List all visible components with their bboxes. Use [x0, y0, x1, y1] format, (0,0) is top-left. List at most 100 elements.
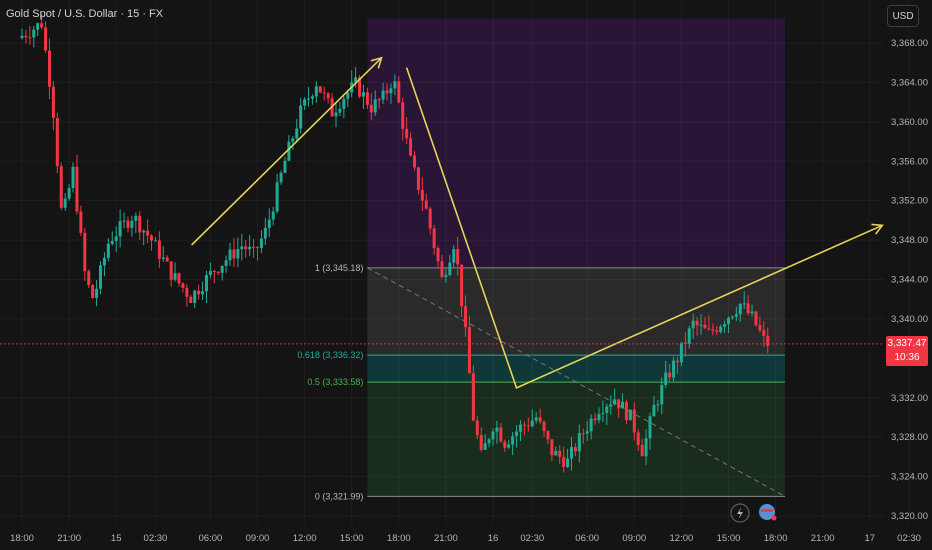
candle-up [338, 108, 342, 113]
candle-up [71, 166, 75, 188]
projection-arrow-1[interactable] [191, 57, 383, 246]
candle-down [83, 232, 87, 272]
fib-trend-line[interactable] [367, 267, 786, 497]
time-axis-icons[interactable] [730, 503, 777, 523]
price-axis-label: 3,324.00 [891, 472, 928, 483]
price-axis-label: 3,360.00 [891, 117, 928, 128]
candle-up [444, 275, 448, 277]
candle-down [55, 117, 59, 167]
candle-down [632, 409, 636, 433]
candle-up [346, 92, 350, 99]
candle-up [691, 320, 695, 329]
candle-up [303, 99, 307, 106]
candle-up [354, 77, 358, 83]
projection-arrows[interactable] [191, 56, 884, 389]
candle-up [589, 418, 593, 432]
candle-up [605, 406, 609, 413]
candle-up [263, 227, 267, 239]
candle-up [483, 443, 487, 450]
candle-up [67, 187, 71, 199]
time-axis-label: 17 [865, 533, 876, 544]
candle-down [87, 271, 91, 285]
candle-up [287, 141, 291, 161]
lightning-icon[interactable] [730, 503, 750, 523]
time-axis-label: 15 [111, 533, 122, 544]
time-axis[interactable]: 18:00 21:00 15 02:30 06:00 09:00 12:00 15:00 18:… [10, 533, 921, 544]
fib-level-label: 1 (3,345.18) [315, 263, 364, 273]
candle-up [122, 220, 126, 222]
fib-level-label: 0 (3,321.99) [315, 491, 364, 501]
candle-down [181, 283, 185, 288]
price-axis-label: 3,352.00 [891, 196, 928, 207]
candle-down [758, 325, 762, 331]
candle-up [279, 172, 283, 183]
currency-button[interactable]: USD [887, 5, 919, 27]
candle-up [660, 385, 664, 405]
time-axis-label: 15:00 [340, 533, 364, 544]
fibonacci-levels[interactable]: 1 (3,345.18) 0.618 (3,336.32) 0.5 (3,333.5… [297, 263, 786, 502]
candle-up [283, 160, 287, 173]
candle-up [220, 265, 224, 273]
time-axis-label: 06:00 [199, 533, 223, 544]
arrow-head [871, 223, 884, 235]
candle-up [723, 324, 727, 327]
candle-up [36, 23, 40, 30]
time-axis-label: 09:00 [246, 533, 270, 544]
candle-up [518, 424, 522, 432]
candle-up [577, 433, 581, 452]
candle-up [295, 128, 299, 139]
candle-down [593, 418, 597, 421]
candle-down [581, 433, 585, 435]
candle-down [185, 287, 189, 297]
candle-down [471, 373, 475, 421]
candle-down [79, 211, 83, 233]
candle-down [624, 401, 628, 421]
candle-up [118, 221, 122, 237]
candle-down [189, 296, 193, 303]
bar-countdown: 10:36 [894, 352, 920, 363]
candle-down [640, 445, 644, 457]
candle-down [522, 424, 526, 426]
candle-up [507, 444, 511, 448]
time-axis-label: 02:30 [897, 533, 921, 544]
candle-up [389, 88, 393, 94]
candle-down [636, 432, 640, 446]
candle-down [424, 200, 428, 209]
candle-down [318, 86, 322, 93]
candle-up [566, 458, 570, 467]
candle-down [746, 303, 750, 314]
candle-down [573, 447, 577, 452]
candle-down [244, 246, 248, 250]
symbol-title[interactable]: Gold Spot / U.S. Dollar · 15 · FX [6, 8, 164, 20]
time-axis-label: 21:00 [811, 533, 835, 544]
time-axis-label: 12:00 [293, 533, 317, 544]
candle-up [32, 29, 36, 38]
candle-up [613, 399, 617, 405]
candle-up [393, 81, 397, 89]
candle-up [271, 211, 275, 220]
candle-up [621, 401, 625, 409]
candle-down [703, 324, 707, 329]
candle-up [515, 431, 519, 437]
price-axis[interactable]: 3,368.00 3,364.00 3,360.00 3,356.00 3,352.00… [891, 38, 928, 522]
candle-down [562, 456, 566, 467]
shaded-zones [367, 18, 786, 497]
candle-down [456, 249, 460, 265]
candle-up [511, 436, 515, 445]
time-axis-label: 21:00 [57, 533, 81, 544]
projection-arrow-2[interactable] [405, 67, 883, 389]
time-axis-label: 02:30 [144, 533, 168, 544]
candle-down [326, 93, 330, 99]
candle-down [165, 257, 169, 262]
candle-down [479, 435, 483, 450]
candle-down [464, 306, 468, 328]
candle-down [766, 335, 770, 346]
price-axis-label: 3,328.00 [891, 432, 928, 443]
candle-down [24, 35, 28, 38]
candle-down [711, 329, 715, 331]
candle-up [381, 90, 385, 100]
candle-down [475, 420, 479, 436]
lightning-icon-glyph [737, 507, 743, 519]
